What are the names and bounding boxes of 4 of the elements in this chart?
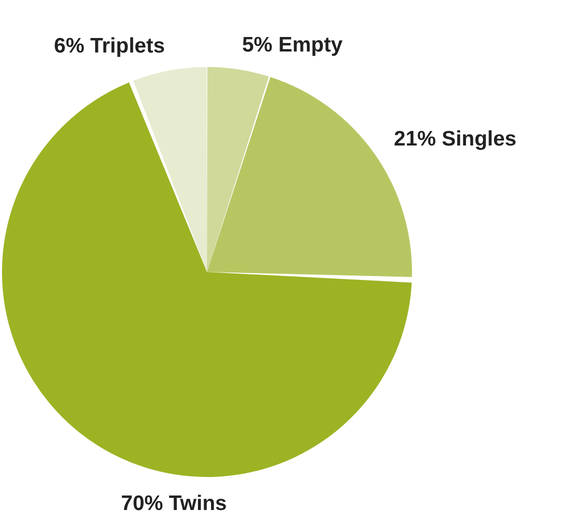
slice-label: 21% Singles	[394, 127, 516, 150]
slice-label: 5% Empty	[242, 34, 343, 57]
slice-label: 6% Triplets	[54, 34, 165, 58]
slice-label: 70% Twins	[121, 492, 227, 515]
